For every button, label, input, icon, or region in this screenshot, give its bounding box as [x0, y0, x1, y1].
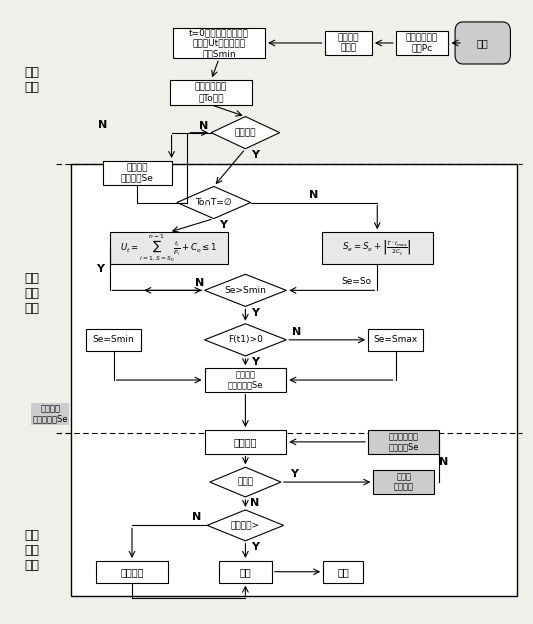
Bar — [373, 470, 434, 494]
Text: 系统
空闲
阶段: 系统 空闲 阶段 — [25, 529, 39, 572]
Text: Y: Y — [251, 357, 259, 367]
Text: To∩T=∅: To∩T=∅ — [196, 198, 232, 207]
Text: Se>Smin: Se>Smin — [224, 286, 266, 295]
Bar — [86, 329, 141, 351]
Text: 休闲: 休闲 — [239, 567, 251, 577]
Text: 新任务: 新任务 — [237, 477, 254, 487]
FancyBboxPatch shape — [455, 22, 511, 64]
Polygon shape — [205, 324, 286, 356]
Text: N: N — [199, 122, 208, 132]
Polygon shape — [205, 275, 286, 306]
Text: Y: Y — [251, 542, 259, 552]
Bar — [103, 161, 172, 185]
Bar — [205, 368, 286, 392]
Bar — [173, 27, 265, 59]
Bar — [368, 430, 439, 454]
Polygon shape — [177, 187, 251, 218]
Text: F(t1)>0: F(t1)>0 — [228, 335, 263, 344]
Text: 门限条件: 门限条件 — [235, 128, 256, 137]
Text: 任务完成: 任务完成 — [233, 437, 257, 447]
Bar — [205, 430, 286, 454]
Text: 任务
执行
阶段: 任务 执行 阶段 — [25, 272, 39, 315]
Text: Se=Smin: Se=Smin — [93, 335, 134, 344]
Text: 获取系统时钟
周期Pc: 获取系统时钟 周期Pc — [406, 33, 438, 52]
Text: 设定任务
执行速度为Se: 设定任务 执行速度为Se — [33, 404, 68, 424]
Bar — [322, 232, 433, 265]
Text: N: N — [195, 278, 204, 288]
Text: 判断条件>: 判断条件> — [231, 521, 260, 530]
Bar — [368, 329, 423, 351]
Text: 偶发性周期任
务To到达: 偶发性周期任 务To到达 — [195, 83, 227, 102]
Polygon shape — [211, 117, 280, 149]
Text: 计算当前任务
执行速度Se: 计算当前任务 执行速度Se — [389, 432, 419, 452]
Text: Y: Y — [290, 469, 298, 479]
Text: t=0时刻计算任务集总
利用率Ut与最小运行
速度Smin: t=0时刻计算任务集总 利用率Ut与最小运行 速度Smin — [189, 28, 249, 58]
Text: $S_e=S_o+\left|\frac{T\cdot I_{max}}{2C_f}\right|$: $S_e=S_o+\left|\frac{T\cdot I_{max}}{2C_… — [342, 239, 412, 258]
Text: Y: Y — [96, 265, 104, 275]
Polygon shape — [207, 510, 284, 541]
Bar — [170, 80, 252, 105]
Bar — [219, 561, 272, 583]
Polygon shape — [210, 467, 281, 497]
Text: 重新计算
执行速度Se: 重新计算 执行速度Se — [121, 163, 154, 183]
Text: N: N — [251, 498, 260, 508]
Text: Y: Y — [251, 150, 259, 160]
Text: N: N — [192, 512, 201, 522]
Text: N: N — [99, 120, 108, 130]
Bar — [395, 31, 448, 55]
Text: Se=Smax: Se=Smax — [374, 335, 418, 344]
Text: $U_t=\sum_{i=1,S=S_0}^{n-1}\frac{t_i}{P_i}+C_o\leq1$: $U_t=\sum_{i=1,S=S_0}^{n-1}\frac{t_i}{P_… — [120, 233, 217, 264]
Text: 设定任务
执行速度为Se: 设定任务 执行速度为Se — [228, 370, 263, 390]
Text: Y: Y — [251, 308, 259, 318]
Bar — [96, 561, 167, 583]
Text: 建立优等
待线程: 建立优等 待线程 — [337, 33, 359, 52]
Text: 离线
阶段: 离线 阶段 — [25, 66, 39, 94]
Text: Y: Y — [219, 220, 227, 230]
Text: N: N — [309, 190, 319, 200]
Bar — [325, 31, 372, 55]
Bar — [323, 561, 363, 583]
Text: 空闲运行: 空闲运行 — [120, 567, 144, 577]
Text: N: N — [439, 457, 448, 467]
Text: 偶发性
周期任务: 偶发性 周期任务 — [394, 472, 414, 492]
Text: N: N — [292, 328, 302, 338]
Text: 结束: 结束 — [337, 567, 349, 577]
Text: 开始: 开始 — [477, 38, 489, 48]
Text: Se=So: Se=So — [341, 276, 371, 286]
Bar — [110, 232, 228, 265]
Bar — [71, 163, 517, 597]
